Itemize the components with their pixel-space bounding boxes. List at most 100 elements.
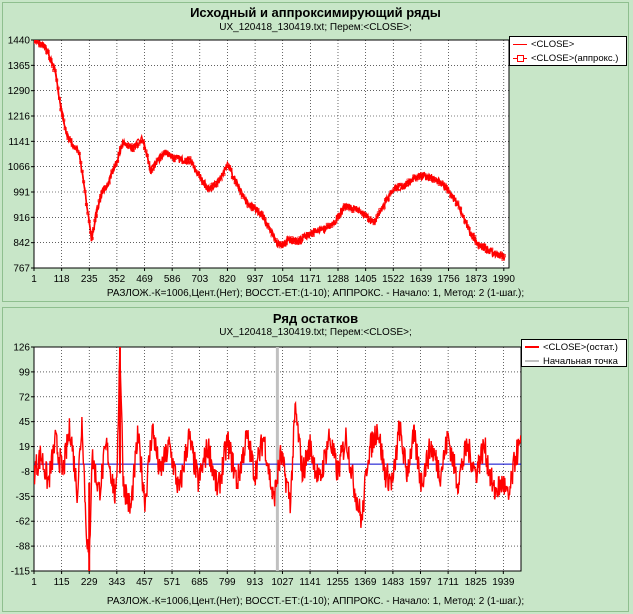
series-marker-approx <box>274 238 278 242</box>
chart-title: Исходный и аппроксимирующий ряды <box>190 5 441 20</box>
series-marker-approx <box>245 200 249 204</box>
series-marker-approx <box>311 233 315 237</box>
series-marker-approx <box>256 207 260 211</box>
x-tick-label: 1873 <box>465 274 488 285</box>
series-marker-approx <box>186 161 190 165</box>
series-marker-approx <box>53 69 57 73</box>
series-marker-approx <box>92 227 96 231</box>
legend-swatch-line-icon <box>525 346 539 348</box>
x-tick-label: 457 <box>136 577 153 588</box>
series-marker-approx <box>410 179 414 183</box>
series-marker-approx <box>341 207 345 211</box>
series-marker-approx <box>481 247 485 251</box>
series-marker-approx <box>192 165 196 169</box>
chart-subtitle: UX_120418_130419.txt; Перем:<CLOSE>; <box>219 327 412 338</box>
series-marker-approx <box>147 161 151 165</box>
chart-subtitle: UX_120418_130419.txt; Перем:<CLOSE>; <box>219 22 412 33</box>
series-marker-approx <box>395 188 399 192</box>
series-marker-approx <box>272 233 276 237</box>
series-marker-approx <box>151 167 155 171</box>
series-marker-approx <box>198 175 202 179</box>
series-marker-approx <box>182 160 186 164</box>
series-marker-approx <box>83 190 87 194</box>
series-marker-approx <box>338 212 342 216</box>
chart-legend: <CLOSE>(остат.) Начальная точка <box>521 339 627 367</box>
x-tick-label: 586 <box>164 274 181 285</box>
series-marker-approx <box>419 176 423 180</box>
series-marker-approx <box>366 218 370 222</box>
series-marker-approx <box>84 203 88 207</box>
series-marker-approx <box>372 222 376 226</box>
x-tick-label: 1825 <box>465 577 488 588</box>
chart-title: Ряд остатков <box>272 311 359 326</box>
series-marker-approx <box>459 206 463 210</box>
series-marker-approx <box>89 230 93 234</box>
x-tick-label: 1756 <box>437 274 460 285</box>
y-tick-label: 19 <box>19 442 31 453</box>
series-marker-approx <box>69 138 73 142</box>
series-marker-approx <box>310 229 314 233</box>
series-marker-approx <box>467 227 471 231</box>
series-marker-approx <box>219 178 223 182</box>
series-marker-approx <box>376 211 380 215</box>
series-marker-approx <box>250 208 254 212</box>
series-marker-approx <box>43 45 47 49</box>
series-marker-approx <box>188 156 192 160</box>
series-marker-approx <box>199 178 203 182</box>
series-marker-approx <box>297 236 301 240</box>
legend-label: <CLOSE>(аппрокс.) <box>531 52 619 64</box>
x-tick-label: 115 <box>54 577 70 588</box>
series-marker-approx <box>263 217 267 221</box>
x-tick-label: 799 <box>219 577 236 588</box>
series-marker-approx <box>114 163 118 167</box>
series-marker-approx <box>77 151 81 155</box>
series-marker-approx <box>399 182 403 186</box>
series-marker-approx <box>337 216 341 220</box>
y-tick-label: 72 <box>19 392 31 403</box>
series-marker-approx <box>473 235 477 239</box>
x-tick-label: 1711 <box>437 577 459 588</box>
series-marker-approx <box>423 173 427 177</box>
series-marker-approx <box>46 49 50 53</box>
series-marker-approx <box>228 165 232 169</box>
series-marker-approx <box>464 220 468 224</box>
y-tick-label: 99 <box>19 367 31 378</box>
series-marker-approx <box>484 246 488 250</box>
legend-item-residuals: <CLOSE>(остат.) <box>522 340 626 354</box>
series-marker-approx <box>96 205 100 209</box>
legend-swatch-line-icon <box>525 360 539 362</box>
series-marker-approx <box>500 254 504 258</box>
series-marker-approx <box>75 145 79 149</box>
series-marker-approx <box>436 179 440 183</box>
series-marker-approx <box>243 196 247 200</box>
chart-legend: <CLOSE> <CLOSE>(аппрокс.) <box>509 36 627 66</box>
series-marker-approx <box>266 222 270 226</box>
x-tick-label: 1255 <box>327 577 350 588</box>
series-marker-approx <box>87 219 91 223</box>
y-tick-label: 1365 <box>8 61 31 72</box>
series-marker-approx <box>334 220 338 224</box>
series-marker-approx <box>279 245 283 249</box>
chart-footer: РАЗЛОЖ.-К=1006,Цент.(Нет); ВОССТ.-ЕТ:(1-… <box>106 596 525 607</box>
legend-label: Начальная точка <box>543 355 618 367</box>
series-marker-approx <box>453 198 457 202</box>
series-marker-approx <box>49 58 53 62</box>
y-tick-label: -62 <box>16 517 31 528</box>
y-tick-label: -88 <box>16 542 31 553</box>
series-group <box>34 347 521 571</box>
x-tick-label: 820 <box>219 274 236 285</box>
series-marker-approx <box>189 159 193 163</box>
series-marker-approx <box>93 219 97 223</box>
series-marker-approx <box>260 211 264 215</box>
series-marker-approx <box>196 172 200 176</box>
series-marker-approx <box>277 241 281 245</box>
series-marker-approx <box>382 206 386 210</box>
x-tick-label: 1639 <box>410 274 433 285</box>
x-tick-label: 1597 <box>409 577 432 588</box>
x-tick-label: 235 <box>81 274 98 285</box>
series-group <box>34 40 507 261</box>
y-tick-label: 1066 <box>8 162 31 173</box>
y-tick-label: 991 <box>13 188 30 199</box>
x-tick-label: 1483 <box>382 577 405 588</box>
series-marker-approx <box>294 241 298 245</box>
